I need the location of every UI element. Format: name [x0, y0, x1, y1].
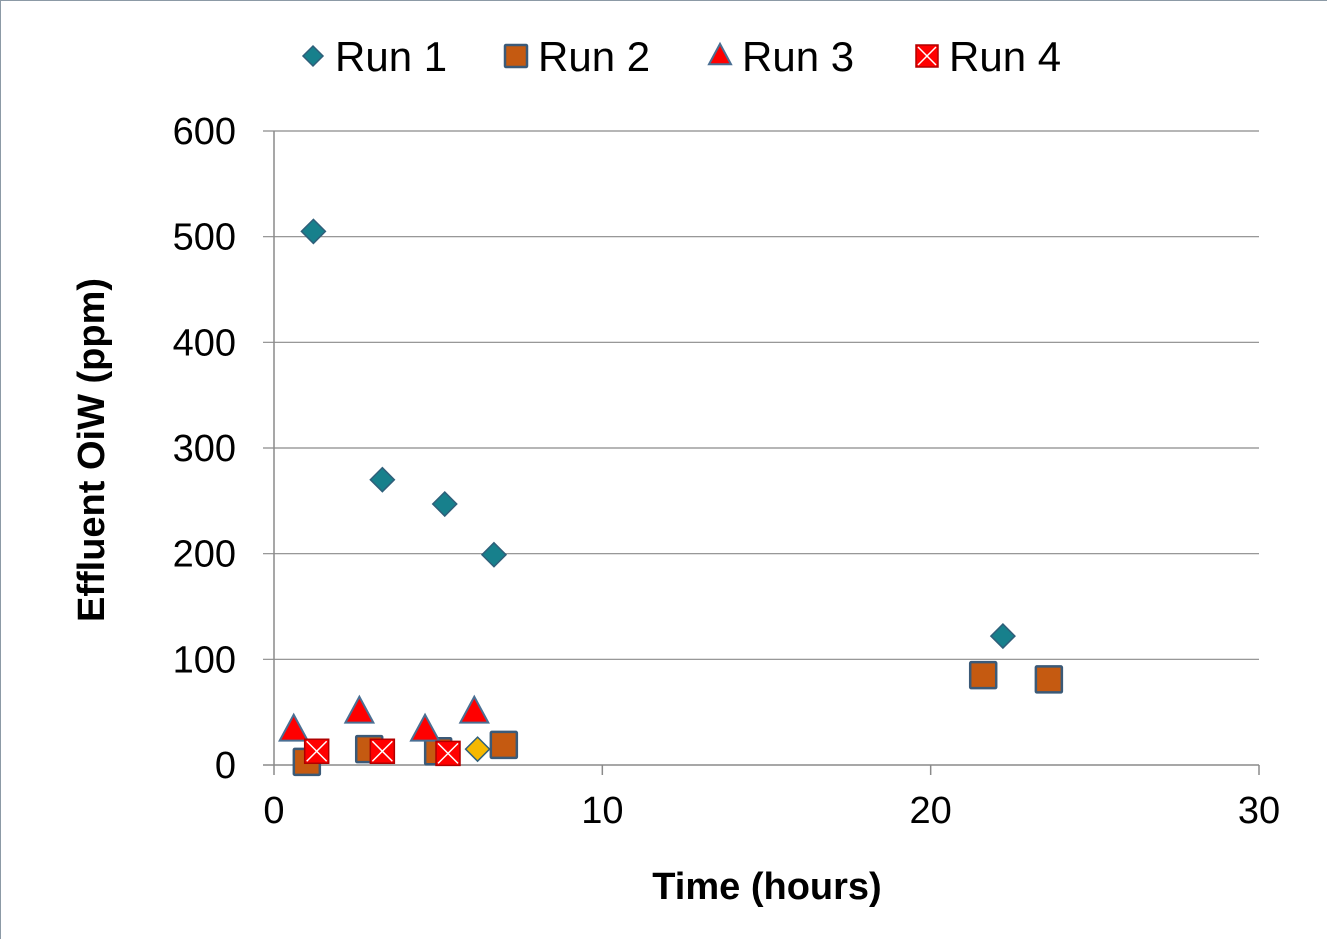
data-point-series-2: [1034, 665, 1064, 694]
marker-cross: [371, 740, 393, 762]
marker-shape: [301, 44, 325, 68]
marker-shape: [278, 712, 310, 742]
y-tick-labels: 0 100 200 300 400 500 600: [173, 111, 236, 787]
data-points: [278, 218, 1064, 777]
marker-shape: [968, 660, 998, 690]
legend-item: Run 1: [301, 33, 447, 80]
y-tick-label: 200: [173, 534, 236, 576]
gridlines: [263, 130, 1259, 660]
marker-cross: [437, 742, 459, 764]
x-axis-title: Time (hours): [652, 866, 881, 908]
marker-shape: [503, 43, 529, 69]
legend-label: Run 2: [538, 33, 650, 80]
data-point-series-3: [278, 712, 310, 742]
marker-shape: [300, 218, 327, 245]
y-tick-label: 600: [173, 111, 236, 153]
marker-shape: [1034, 665, 1064, 694]
legend-label: Run 3: [742, 33, 854, 80]
legend-item: Run 4: [915, 33, 1061, 80]
data-point-series-3: [458, 694, 490, 724]
marker-shape: [369, 466, 396, 493]
x-tick-label: 20: [910, 790, 952, 832]
legend-marker: [707, 41, 733, 66]
data-point-series-4: [435, 740, 461, 767]
y-tick-label: 0: [215, 745, 236, 787]
data-point-series-1: [300, 218, 327, 245]
y-tick-label: 500: [173, 217, 236, 259]
data-point-series-2: [489, 730, 519, 760]
marker-shape: [989, 623, 1016, 650]
data-point-series-1: [989, 623, 1016, 650]
legend-item: Run 2: [503, 33, 650, 80]
x-tick-labels: 0 10 20 30: [263, 790, 1280, 832]
data-point-series-5: [464, 736, 491, 763]
y-tick-label: 100: [173, 639, 236, 681]
marker-shape: [489, 730, 519, 760]
x-tick-label: 0: [263, 790, 284, 832]
marker-shape: [343, 694, 376, 724]
data-point-series-1: [369, 466, 396, 493]
data-point-series-4: [303, 738, 330, 765]
marker-cross: [306, 740, 328, 762]
data-point-series-2: [968, 660, 998, 690]
marker-shape: [480, 541, 508, 568]
x-tick-label: 10: [581, 790, 623, 832]
data-point-series-4: [369, 738, 396, 765]
legend-marker: [301, 44, 325, 68]
data-point-series-1: [431, 490, 458, 518]
y-tick-label: 300: [173, 428, 236, 470]
marker-cross: [917, 46, 937, 66]
legend: Run 1 Run 2 Run 3 Run 4: [301, 33, 1061, 80]
axes: [263, 131, 1260, 775]
legend-marker: [915, 44, 939, 68]
marker-shape: [409, 712, 441, 742]
marker-shape: [464, 736, 491, 763]
marker-shape: [431, 490, 458, 518]
data-point-series-3: [409, 712, 441, 742]
legend-marker: [503, 43, 529, 69]
marker-shape: [458, 694, 490, 724]
legend-label: Run 4: [949, 33, 1061, 80]
legend-label: Run 1: [335, 33, 447, 80]
y-axis-title: Effluent OiW (ppm): [71, 278, 113, 622]
y-tick-label: 400: [173, 322, 236, 364]
marker-shape: [707, 41, 733, 66]
data-point-series-3: [343, 694, 376, 724]
legend-item: Run 3: [707, 33, 854, 80]
data-point-series-1: [480, 541, 508, 568]
x-tick-label: 30: [1238, 790, 1280, 832]
